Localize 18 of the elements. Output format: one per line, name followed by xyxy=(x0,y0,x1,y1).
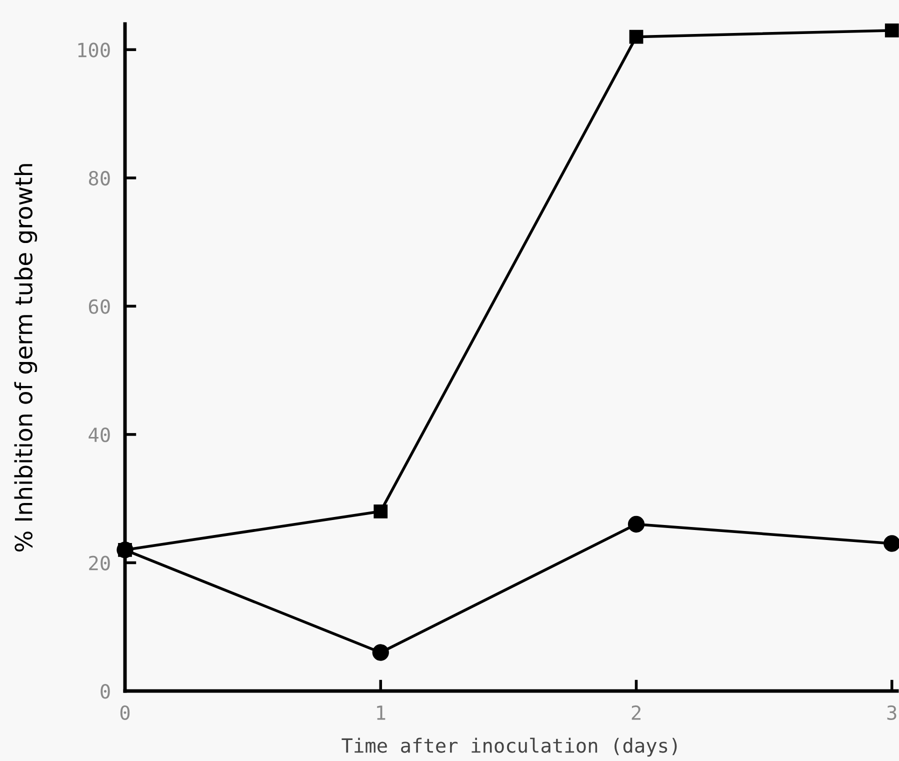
x-axis-title: Time after inoculation (days) xyxy=(342,738,677,757)
y-tick-label: 80 xyxy=(88,170,110,186)
x-tick-label: 1 xyxy=(377,706,386,720)
y-tick-label: 20 xyxy=(89,556,110,570)
y-tick-label: 40 xyxy=(88,427,110,442)
y-tick-label: 100 xyxy=(78,42,110,58)
point xyxy=(372,644,389,661)
x-tick-label: 3 xyxy=(887,705,896,720)
point xyxy=(884,23,899,38)
x-tick-label: 0 xyxy=(120,705,130,720)
point xyxy=(628,516,645,533)
point xyxy=(374,504,388,518)
point xyxy=(884,535,899,552)
x-tick-label: 2 xyxy=(632,705,640,720)
y-axis-title: % Inhibition of germ tube growth xyxy=(14,164,38,552)
y-tick-label: 60 xyxy=(88,299,110,314)
point xyxy=(629,30,644,44)
y-tick-label: 0 xyxy=(100,684,110,699)
